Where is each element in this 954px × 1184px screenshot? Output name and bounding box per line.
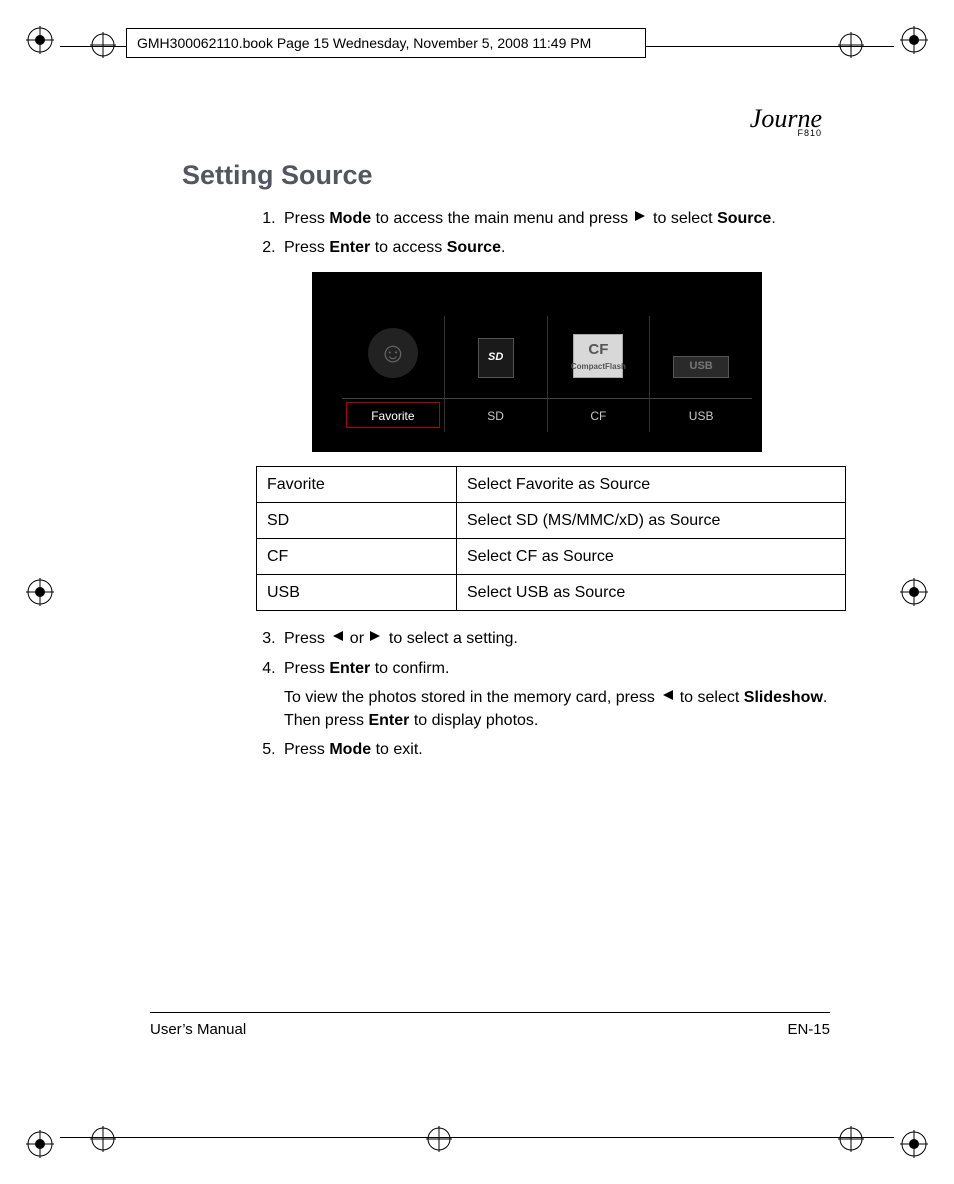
source-item-favorite: ☺ Favorite xyxy=(342,316,444,432)
table-row: SD Select SD (MS/MMC/xD) as Source xyxy=(257,502,846,538)
sd-card-icon: SD xyxy=(478,338,514,378)
source-menu-grid: ☺ Favorite SD SD CF CompactFlash CF xyxy=(342,316,752,432)
source-item-sd: SD SD xyxy=(444,316,547,432)
cf-card-icon: CF CompactFlash xyxy=(573,334,623,378)
page-title: Setting Source xyxy=(182,160,830,191)
table-cell-key: USB xyxy=(257,575,457,611)
source-label: CF xyxy=(548,400,650,431)
table-cell-val: Select Favorite as Source xyxy=(457,466,846,502)
table-cell-val: Select USB as Source xyxy=(457,575,846,611)
crop-mark xyxy=(838,1126,864,1152)
reg-mark-mr xyxy=(900,578,928,606)
table-row: CF Select CF as Source xyxy=(257,538,846,574)
step-2: Press Enter to access Source. ☺ Favorite… xyxy=(280,236,830,611)
crop-mark xyxy=(90,1126,116,1152)
crop-mark xyxy=(426,1126,452,1152)
reg-mark-bl xyxy=(26,1130,54,1158)
table-cell-key: CF xyxy=(257,538,457,574)
page-content: Journe F810 Setting Source Press Mode to… xyxy=(150,100,830,1060)
source-label: Favorite xyxy=(342,400,444,431)
arrow-right-icon xyxy=(368,627,384,650)
footer-right: EN-15 xyxy=(787,1021,830,1038)
source-menu-figure: ☺ Favorite SD SD CF CompactFlash CF xyxy=(312,272,762,452)
step-4: Press Enter to confirm. To view the phot… xyxy=(280,657,830,733)
instruction-list: Press Mode to access the main menu and p… xyxy=(280,207,830,762)
step-5: Press Mode to exit. xyxy=(280,738,830,761)
page-footer: User’s Manual EN-15 xyxy=(150,1012,830,1038)
file-header-text: GMH300062110.book Page 15 Wednesday, Nov… xyxy=(137,35,591,51)
reg-mark-br xyxy=(900,1130,928,1158)
table-row: Favorite Select Favorite as Source xyxy=(257,466,846,502)
usb-stick-icon: USB xyxy=(673,356,729,378)
arrow-left-icon xyxy=(659,686,675,709)
source-options-table: Favorite Select Favorite as Source SD Se… xyxy=(256,466,846,612)
step-3: Press or to select a setting. xyxy=(280,627,830,650)
table-cell-key: Favorite xyxy=(257,466,457,502)
step-1: Press Mode to access the main menu and p… xyxy=(280,207,830,230)
arrow-right-icon xyxy=(633,207,649,230)
table-cell-key: SD xyxy=(257,502,457,538)
reg-mark-tr xyxy=(900,26,928,54)
footer-left: User’s Manual xyxy=(150,1021,246,1038)
source-label: SD xyxy=(445,400,547,431)
crop-mark xyxy=(838,32,864,58)
step-4-note: To view the photos stored in the memory … xyxy=(284,686,830,733)
smiley-icon: ☺ xyxy=(368,328,418,378)
source-item-usb: USB USB xyxy=(649,316,752,432)
brand-model: F810 xyxy=(797,128,822,138)
source-item-cf: CF CompactFlash CF xyxy=(547,316,650,432)
table-row: USB Select USB as Source xyxy=(257,575,846,611)
reg-mark-ml xyxy=(26,578,54,606)
crop-hairline xyxy=(60,1137,894,1138)
reg-mark-tl xyxy=(26,26,54,54)
crop-mark xyxy=(90,32,116,58)
arrow-left-icon xyxy=(329,627,345,650)
source-label: USB xyxy=(650,400,752,431)
file-header: GMH300062110.book Page 15 Wednesday, Nov… xyxy=(126,28,646,58)
table-cell-val: Select CF as Source xyxy=(457,538,846,574)
table-cell-val: Select SD (MS/MMC/xD) as Source xyxy=(457,502,846,538)
